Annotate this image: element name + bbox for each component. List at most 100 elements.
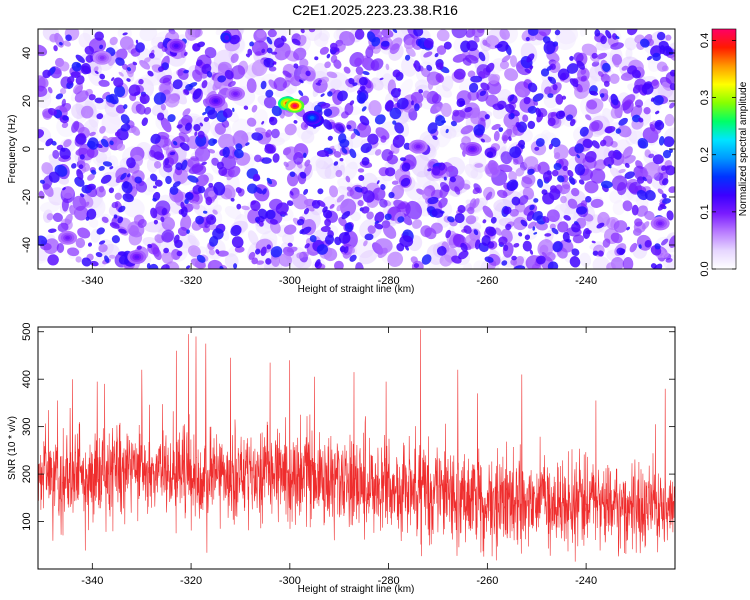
heatmap-texture-blob [104, 255, 110, 263]
heatmap-texture-blob [655, 110, 660, 115]
heatmap-hotspot [99, 56, 105, 60]
heatmap-texture-blob [372, 187, 386, 201]
heatmap-texture-blob [308, 155, 325, 171]
heatmap-texture-blob [384, 213, 392, 221]
heatmap-texture-blob [261, 157, 272, 164]
heatmap-texture-blob [423, 37, 434, 49]
heatmap-texture-blob [537, 161, 550, 175]
heatmap-texture-blob [345, 151, 363, 170]
heatmap-texture-blob [542, 171, 553, 182]
heatmap-texture-blob [538, 29, 552, 37]
heatmap-texture-blob [354, 29, 365, 40]
heatmap-texture-blob [203, 210, 208, 214]
heatmap-texture-blob [622, 257, 634, 269]
heatmap-texture-blob [569, 256, 581, 268]
heatmap-texture-blob [227, 165, 241, 178]
heatmap-texture-blob [387, 251, 404, 267]
heatmap-texture-blob [87, 137, 99, 150]
heatmap-texture-blob [472, 198, 480, 209]
heatmap-texture-blob [380, 135, 387, 143]
heatmap-texture-blob [458, 250, 469, 260]
heatmap-texture-blob [273, 37, 285, 48]
heatmap-texture-blob [499, 29, 510, 40]
heatmap-texture-blob [435, 115, 446, 127]
heatmap-texture-blob [638, 117, 644, 123]
heatmap-texture-blob [453, 68, 466, 80]
heatmap-texture-blob [434, 52, 439, 58]
heatmap-texture-blob [185, 84, 193, 91]
heatmap-texture-blob [482, 205, 494, 218]
heatmap-texture-blob [650, 97, 655, 102]
heatmap-texture-blob [612, 33, 618, 40]
heatmap-texture-blob [563, 215, 571, 221]
heatmap-texture-blob [610, 93, 619, 106]
heatmap-texture-blob [460, 242, 468, 252]
heatmap-texture-blob [443, 176, 447, 181]
heatmap-texture-blob [510, 113, 515, 119]
heatmap-texture-blob [96, 227, 105, 235]
heatmap-texture-blob [518, 195, 529, 206]
heatmap-texture-blob [118, 71, 124, 77]
heatmap-texture-blob [532, 211, 543, 221]
heatmap-texture-blob [224, 35, 230, 41]
heatmap-texture-blob [57, 222, 69, 233]
heatmap-texture-blob [589, 90, 599, 96]
heatmap-texture-blob [141, 117, 148, 126]
heatmap-texture-blob [632, 84, 641, 94]
heatmap-texture-blob [355, 66, 364, 76]
heatmap-texture-blob [501, 54, 511, 63]
heatmap-texture-blob [164, 93, 180, 108]
heatmap-texture-blob [666, 261, 675, 269]
heatmap-texture-blob [154, 179, 163, 187]
heatmap-texture-blob [594, 29, 601, 37]
heatmap-texture-blob [362, 71, 370, 76]
heatmap-texture-blob [350, 132, 356, 140]
heatmap-texture-blob [160, 264, 170, 269]
heatmap-texture-blob [562, 231, 570, 242]
spectrogram-x-label: Height of straight line (km) [298, 284, 415, 295]
heatmap-texture-blob [72, 82, 83, 94]
heatmap-texture-blob [263, 96, 277, 109]
heatmap-texture-blob [159, 74, 173, 84]
heatmap-texture-blob [256, 29, 266, 39]
heatmap-texture-blob [382, 224, 397, 239]
heatmap-texture-blob [591, 140, 600, 149]
heatmap-texture-blob [315, 160, 332, 180]
heatmap-texture-blob [340, 198, 357, 217]
heatmap-texture-blob [215, 249, 220, 255]
heatmap-texture-blob [609, 73, 620, 84]
heatmap-texture-blob [558, 110, 565, 118]
heatmap-texture-blob [349, 148, 357, 159]
heatmap-texture-blob [135, 103, 146, 115]
heatmap-texture-blob [161, 207, 168, 216]
heatmap-texture-blob [316, 244, 329, 255]
heatmap-texture-blob [76, 62, 81, 68]
heatmap-texture-blob [527, 29, 539, 36]
heatmap-texture-blob [401, 56, 417, 77]
heatmap-texture-blob [658, 40, 670, 51]
heatmap-texture-blob [229, 34, 240, 45]
heatmap-texture-blob [484, 114, 490, 120]
heatmap-texture-blob [370, 142, 379, 149]
heatmap-texture-blob [555, 93, 564, 105]
heatmap-texture-blob [652, 154, 664, 165]
spectrogram-axes: -340 -320 -300 -280 -260 -240 -40 -20 0 20 40 [21, 29, 675, 287]
heatmap-texture-blob [212, 209, 218, 215]
heatmap-texture-blob [85, 54, 94, 63]
heatmap-texture-blob [485, 62, 495, 73]
heatmap-texture-blob [160, 103, 167, 111]
heatmap-texture-blob [202, 111, 207, 116]
heatmap-texture-blob [642, 221, 650, 230]
heatmap-texture-blob [324, 218, 332, 227]
heatmap-texture-blob [80, 63, 91, 75]
heatmap-texture-blob [591, 52, 598, 59]
heatmap-texture-blob [413, 63, 417, 69]
heatmap-texture-blob [571, 248, 580, 256]
heatmap-texture-blob [567, 198, 578, 209]
heatmap-texture-blob [568, 176, 576, 185]
heatmap-texture-blob [203, 116, 210, 122]
snr-axes: -340 -320 -300 -280 -260 -240 100 200 300 400 500 [21, 323, 675, 587]
heatmap-texture-blob [335, 169, 343, 178]
heatmap-texture-blob [248, 251, 256, 260]
heatmap-texture-blob [483, 42, 491, 47]
